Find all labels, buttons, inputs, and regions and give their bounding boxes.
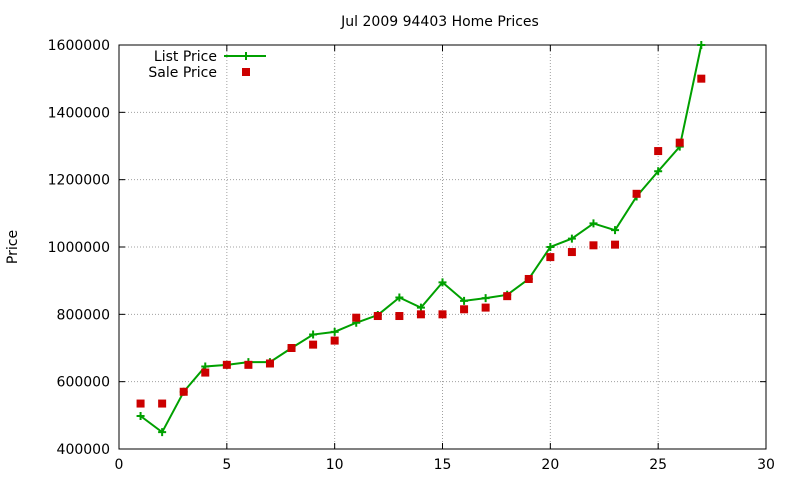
series-line [139, 44, 703, 434]
y-tick-label: 1600000 [48, 38, 110, 54]
x-tick-label: 10 [326, 457, 344, 473]
data-point [481, 303, 490, 312]
data-point [654, 167, 663, 176]
data-point [481, 294, 490, 303]
y-tick-label: 1400000 [48, 105, 110, 121]
data-point [352, 313, 361, 322]
axis-ticks [118, 44, 767, 450]
data-point [589, 241, 598, 250]
data-point [611, 226, 620, 235]
data-point [675, 138, 684, 147]
data-point [567, 248, 576, 257]
data-point [546, 253, 555, 262]
x-tick-label: 15 [434, 457, 452, 473]
data-point [395, 312, 404, 321]
x-tick-label: 30 [757, 457, 775, 473]
series-layer [136, 41, 706, 437]
data-point [395, 293, 404, 302]
x-tick-labels: 0 5 10 15 20 25 30 [115, 457, 775, 473]
series-list-price [136, 41, 706, 437]
legend-label: Sale Price [148, 65, 217, 81]
x-tick-label: 20 [541, 457, 559, 473]
data-point [330, 327, 339, 336]
y-tick-label: 1000000 [48, 240, 110, 256]
data-point [438, 310, 447, 319]
data-point [309, 340, 318, 349]
data-point [201, 368, 210, 377]
data-point [244, 360, 253, 369]
data-point [654, 147, 663, 156]
data-point [438, 278, 447, 287]
data-point [179, 387, 188, 396]
data-point [373, 312, 382, 321]
y-tick-labels: 400000 600000 800000 1000000 1200000 1400000 1… [48, 38, 110, 458]
data-point [567, 234, 576, 243]
data-point [287, 344, 296, 352]
data-point [503, 292, 512, 301]
data-point [611, 240, 620, 249]
y-tick-label: 800000 [57, 307, 110, 323]
legend-marker [242, 68, 250, 76]
data-point [460, 305, 469, 314]
legend-marker [242, 52, 250, 60]
data-point [265, 359, 274, 368]
legend-label: List Price [154, 49, 217, 65]
grid [119, 45, 766, 449]
data-point [589, 219, 598, 228]
data-point [158, 399, 167, 408]
x-tick-label: 25 [649, 457, 667, 473]
y-tick-label: 1200000 [48, 173, 110, 189]
x-tick-label: 5 [222, 457, 231, 473]
data-point [697, 74, 706, 83]
series-sale-price [136, 74, 706, 408]
data-point [136, 399, 145, 408]
x-tick-label: 0 [115, 457, 124, 473]
data-point [524, 274, 533, 283]
chart-title: Jul 2009 94403 Home Prices [340, 14, 539, 30]
data-point [136, 412, 145, 421]
data-point [632, 189, 641, 198]
data-point [697, 41, 706, 49]
data-point [416, 303, 425, 312]
data-point [546, 243, 555, 251]
y-tick-label: 600000 [57, 375, 110, 391]
data-point [222, 360, 231, 369]
data-point [416, 310, 425, 319]
data-point [460, 296, 469, 305]
data-point [309, 330, 318, 339]
y-tick-label: 400000 [57, 442, 110, 458]
data-point [330, 336, 339, 345]
y-axis-label: Price [5, 230, 21, 264]
data-point [158, 428, 167, 437]
